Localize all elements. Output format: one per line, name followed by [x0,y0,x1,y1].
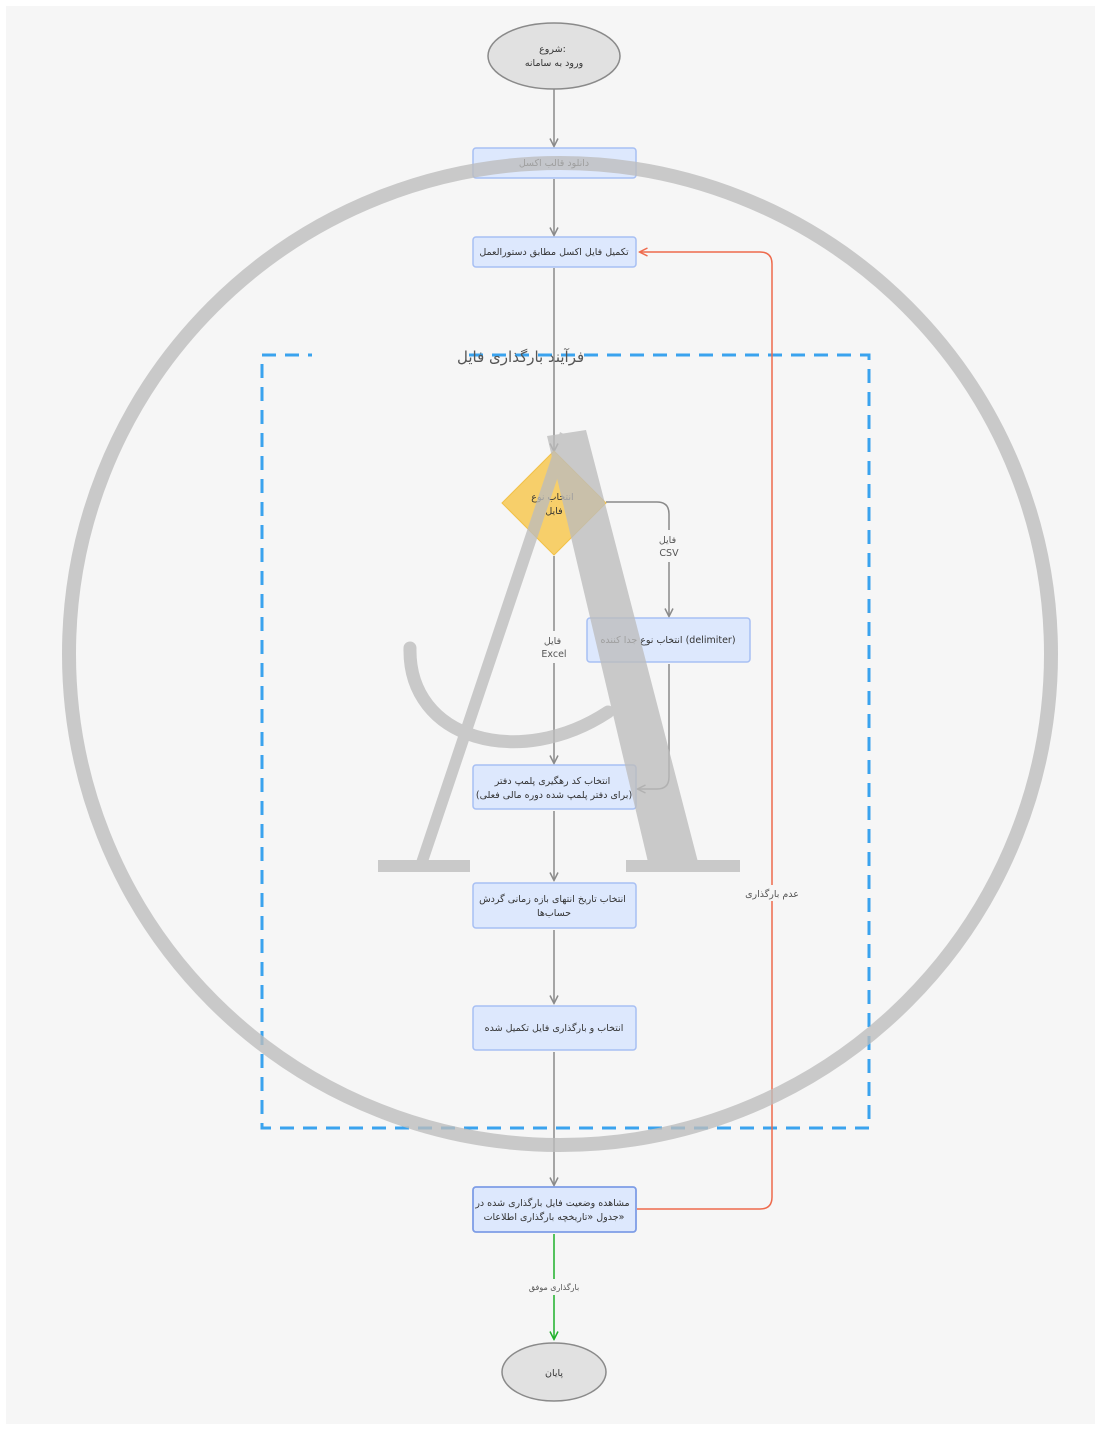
edge-status-to-fill-failure [637,252,773,1210]
upload-process-group: فرآیند بارگذاری فایل [260,343,871,1130]
svg-text:انتخاب نوع جدا کننده (delimite: انتخاب نوع جدا کننده (delimiter) [600,635,735,646]
edge-label-csv: فایل CSV [659,535,679,559]
node-select-end-date: انتخاب تاریخ انتهای بازه زمانی گردش حساب… [472,882,637,929]
edge-label-failure: عدم بارگذاری [745,888,799,900]
node-view-status: مشاهده وضعیت فایل بارگذاری شده در جدول «… [472,1186,637,1233]
svg-text:شروع: ورود به سامانه: شروع: ورود به سامانه [525,44,583,69]
circle-letter-a-logo-icon [62,156,1058,1152]
upload-process-group-title: فرآیند بارگذاری فایل [457,348,584,366]
edge-label-backgrounds [525,530,800,1295]
svg-text:پایان: پایان [545,1368,563,1379]
svg-text:انتخاب نوع فایل: انتخاب نوع فایل [531,492,576,517]
svg-text:مشاهده وضعیت فایل بارگذاری شده: مشاهده وضعیت فایل بارگذاری شده در جدول «… [474,1197,632,1223]
node-select-tracking-code: انتخاب کد رهگیری پلمپ دفتر (برای دفتر پل… [472,764,637,810]
node-end: پایان [501,1342,607,1402]
node-fill-excel: تکمیل فایل اکسل مطابق دستورالعمل [472,236,637,268]
node-upload-file: انتخاب و بارگذاری فایل تکمیل شده [472,1005,637,1051]
edge-label-excel: فایل Excel [541,636,566,660]
edge-label-success: بارگذاری موفق [529,1282,579,1292]
edge-decision-to-delimiter [606,501,669,616]
svg-text:تکمیل فایل اکسل مطابق دستورالع: تکمیل فایل اکسل مطابق دستورالعمل [479,247,629,258]
svg-text:انتخاب تاریخ انتهای بازه زمانی: انتخاب تاریخ انتهای بازه زمانی گردش حساب… [479,893,629,919]
node-start: شروع: ورود به سامانه [487,22,621,90]
svg-text:انتخاب و بارگذاری فایل تکمیل ش: انتخاب و بارگذاری فایل تکمیل شده [485,1022,624,1034]
edges [554,89,773,1339]
edge-labels: فایل CSV فایل Excel بارگذاری موفق عدم با… [529,535,799,1292]
svg-text:انتخاب کد رهگیری پلمپ دفتر: انتخاب کد رهگیری پلمپ دفتر (برای دفتر پل… [476,775,632,801]
